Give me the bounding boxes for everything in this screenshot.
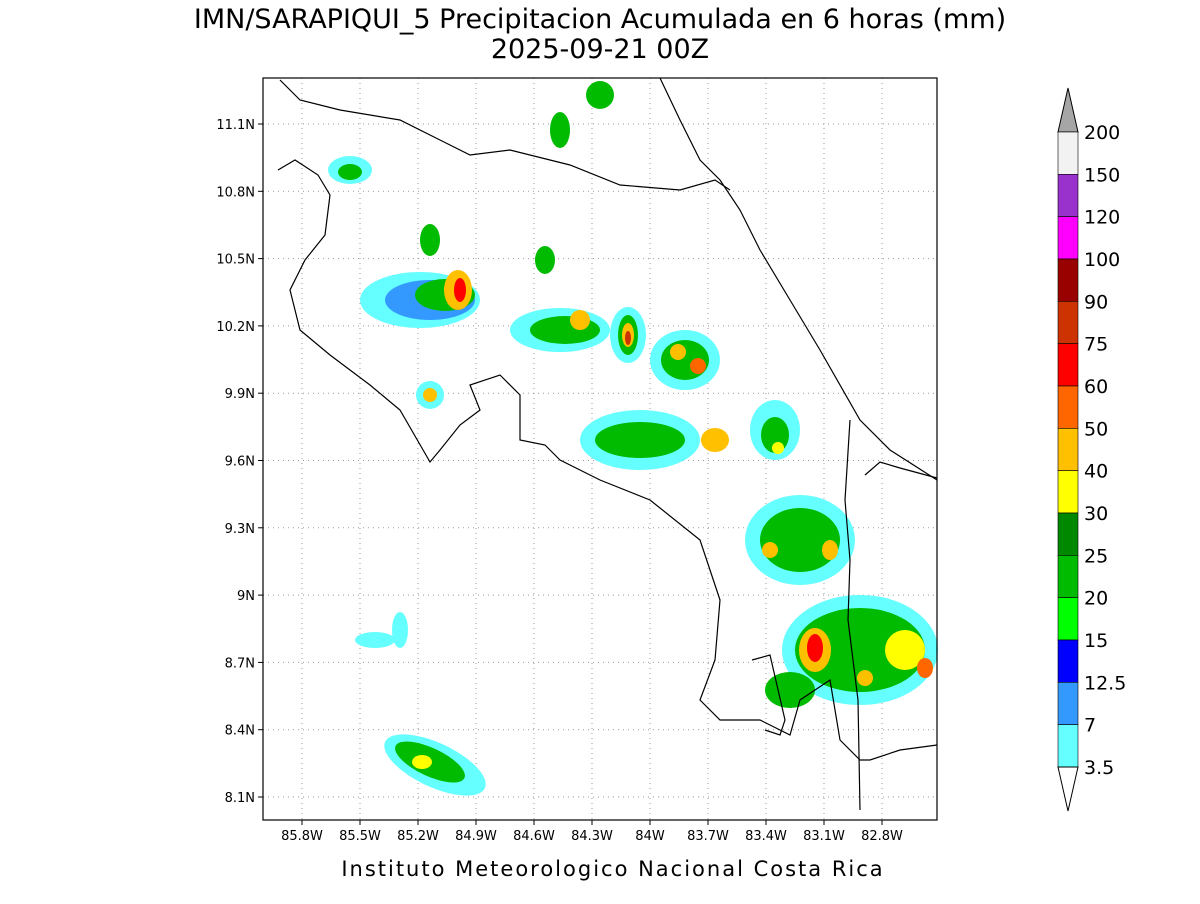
y-tick-label: 8.4N: [225, 724, 255, 739]
colorbar-label: 3.5: [1084, 757, 1114, 779]
colorbar-segment: [1057, 428, 1079, 471]
colorbar-segment: [1057, 258, 1079, 302]
y-tick-label: 10.8N: [216, 185, 255, 200]
x-tick-label: 85.5W: [339, 829, 381, 844]
colorbar-segment: [1057, 470, 1079, 514]
colorbar-label: 15: [1084, 630, 1108, 652]
y-tick-label: 10.5N: [216, 253, 255, 268]
colorbar-label: 120: [1084, 207, 1120, 229]
colorbar-segment: [1057, 555, 1079, 598]
colorbar: 200 150 120 100 90 75 60 50 40 30 25 20 15 12.5 7 3.5: [1057, 87, 1126, 812]
y-tick-label: 9.6N: [225, 455, 255, 470]
precipitation-field: [328, 81, 938, 796]
y-tick-label: 8.1N: [225, 791, 255, 806]
colorbar-segment: [1057, 724, 1079, 768]
x-tick-label: 85.8W: [281, 829, 323, 844]
x-tick-label: 84.3W: [571, 829, 613, 844]
colorbar-over: [1057, 87, 1079, 133]
colorbar-segment: [1057, 682, 1079, 725]
x-tick-label: 83.1W: [803, 829, 845, 844]
y-tick-label: 10.2N: [216, 320, 255, 335]
colorbar-label: 25: [1084, 545, 1108, 567]
colorbar-label: 150: [1084, 164, 1120, 186]
colorbar-segment: [1057, 131, 1079, 175]
y-tick-label: 9N: [237, 589, 255, 604]
x-tick-label: 84.9W: [455, 829, 497, 844]
x-tick-label: 83.7W: [687, 829, 729, 844]
x-tick-label: 83.4W: [745, 829, 787, 844]
y-tick-label: 9.9N: [225, 387, 255, 402]
colorbar-label: 7: [1084, 715, 1096, 737]
colorbar-label: 20: [1084, 588, 1108, 610]
colorbar-label: 12.5: [1084, 672, 1126, 694]
x-tick-label: 85.2W: [397, 829, 439, 844]
colorbar-segment: [1057, 597, 1079, 641]
colorbar-label: 100: [1084, 249, 1120, 271]
map-frame: [262, 77, 938, 821]
colorbar-segment: [1057, 216, 1079, 260]
colorbar-label: 40: [1084, 461, 1108, 483]
y-tick-label: 9.3N: [225, 522, 255, 537]
x-tick-label: 82.8W: [861, 829, 903, 844]
y-tick-label: 8.7N: [225, 656, 255, 671]
colorbar-label: 30: [1084, 503, 1108, 525]
colorbar-segment: [1057, 174, 1079, 217]
colorbar-segment: [1057, 301, 1079, 344]
colorbar-segment: [1057, 512, 1079, 556]
colorbar-label: 60: [1084, 376, 1108, 398]
title: IMN/SARAPIQUI_5 Precipitacion Acumulada …: [194, 4, 1006, 35]
coastlines: [277, 77, 938, 811]
colorbar-label: 200: [1084, 122, 1120, 144]
x-tick-label: 84W: [635, 829, 665, 844]
colorbar-segment: [1057, 343, 1079, 387]
colorbar-under: [1057, 766, 1079, 812]
x-tick-label: 84.6W: [513, 829, 555, 844]
subtitle: 2025-09-21 00Z: [491, 34, 709, 65]
y-tick-label: 11.1N: [216, 118, 255, 133]
colorbar-segment: [1057, 385, 1079, 429]
colorbar-label: 50: [1084, 418, 1108, 440]
colorbar-label: 90: [1084, 291, 1108, 313]
colorbar-segment: [1057, 639, 1079, 683]
footer: Instituto Meteorologico Nacional Costa R…: [341, 857, 884, 881]
colorbar-label: 75: [1084, 334, 1108, 356]
